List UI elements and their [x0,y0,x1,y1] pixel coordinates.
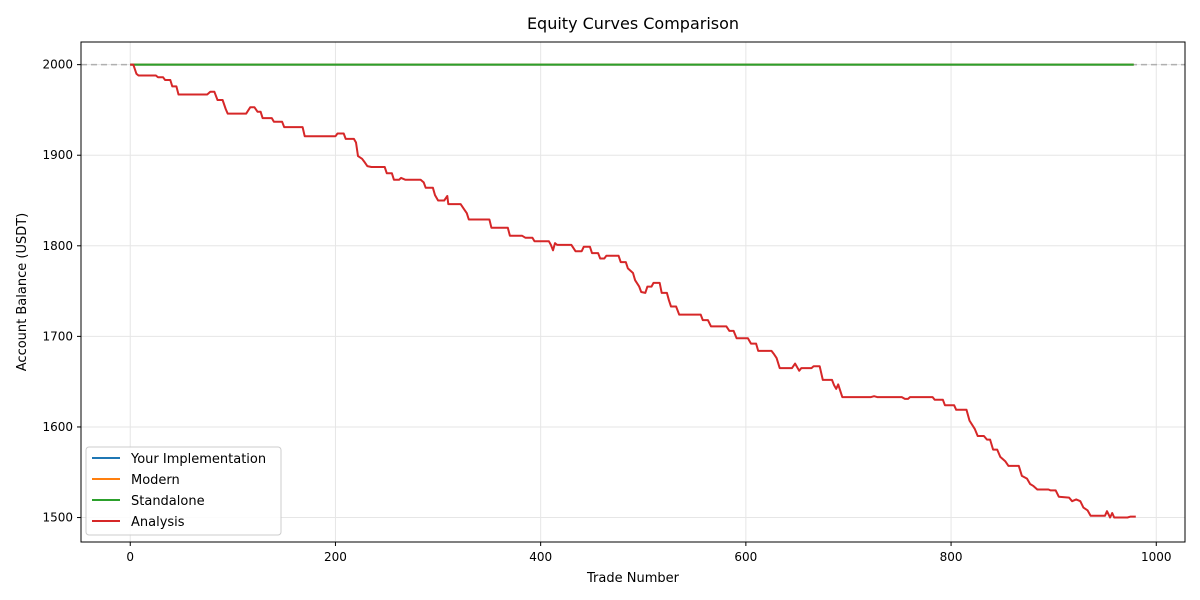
x-tick-label: 1000 [1141,550,1172,564]
y-tick-label: 2000 [42,58,73,72]
legend-label: Analysis [131,515,185,530]
legend: Your Implementation Modern Standalone Analy… [85,446,282,536]
x-tick-label: 800 [940,550,963,564]
x-tick-label: 0 [126,550,134,564]
legend-label: Modern [131,473,180,488]
legend-label: Your Implementation [130,452,266,467]
grid [81,42,1185,542]
y-tick-label: 1900 [42,148,73,162]
series-lines [130,63,1136,519]
chart-title: Equity Curves Comparison [527,14,739,33]
plot-frame [80,41,1186,543]
x-axis-title: Trade Number [586,571,680,586]
axis-ticks: 0 200 400 600 800 1000 1500 1600 1700 1800 1900 200… [42,58,1171,564]
y-axis-title: Account Balance (USDT) [15,213,30,371]
y-tick-label: 1500 [42,511,73,525]
y-tick-label: 1700 [42,329,73,343]
x-tick-label: 400 [529,550,552,564]
series-line-analysis [130,63,1136,519]
legend-label: Standalone [131,494,205,509]
y-tick-label: 1800 [42,239,73,253]
y-tick-label: 1600 [42,420,73,434]
legend-box [85,446,282,536]
x-tick-label: 600 [734,550,757,564]
x-tick-label: 200 [324,550,347,564]
